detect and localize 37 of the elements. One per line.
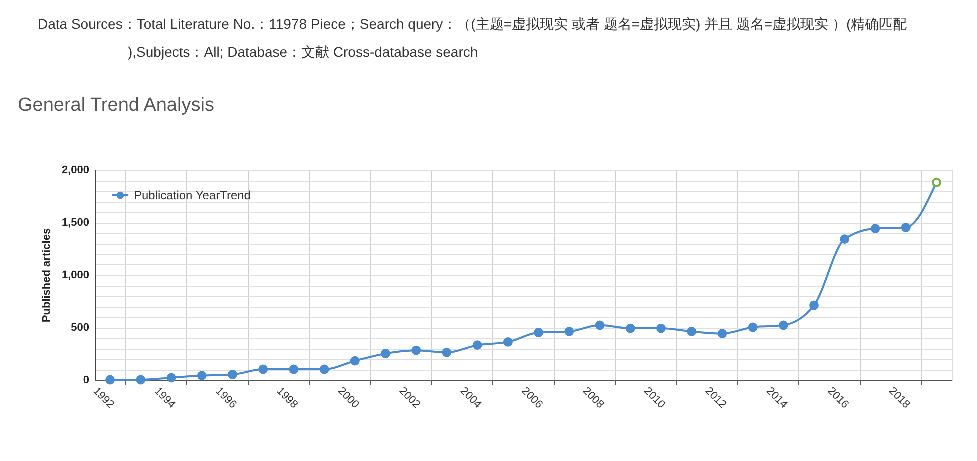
point: [534, 328, 544, 338]
point: [228, 370, 238, 380]
point: [840, 234, 850, 244]
y-tick-label: 2,000: [62, 164, 90, 176]
point: [810, 300, 819, 310]
point: [320, 364, 330, 374]
point: [870, 224, 880, 234]
point: [778, 320, 788, 330]
point: [197, 371, 207, 380]
y-axis-title: Published articles: [40, 228, 53, 323]
y-tick-label: 0: [83, 374, 90, 386]
point: [472, 340, 482, 350]
point: [564, 327, 574, 336]
point: [748, 322, 758, 332]
point: [106, 375, 116, 385]
legend-label: Publication YearTrend: [134, 188, 251, 202]
point: [381, 349, 390, 358]
chart-title: General Trend Analysis: [18, 95, 214, 116]
point: [656, 324, 666, 334]
y-tick-label: 500: [71, 322, 90, 334]
point: [442, 348, 452, 358]
point: [289, 364, 299, 374]
point: [503, 338, 513, 347]
point: [901, 223, 911, 232]
point: [626, 324, 636, 334]
y-tick-label: 1,000: [62, 270, 90, 282]
point: [166, 373, 176, 383]
point: [136, 375, 146, 385]
y-tick-label: 1,500: [62, 217, 90, 229]
point: [258, 364, 268, 374]
point: [718, 329, 728, 338]
point: [932, 178, 942, 188]
point: [350, 356, 360, 366]
point: [595, 320, 605, 330]
point: [412, 346, 422, 356]
point: [687, 327, 697, 336]
text: Data Sources：Total Literature No.：11978 Piece；Search query：（(主题=虚拟现实 或者 题名=虚拟现实) 并且 题名=虚拟现实 ）(精确匹配),Subjects：All; Database：文献 Cross-database search: [38, 16, 908, 60]
